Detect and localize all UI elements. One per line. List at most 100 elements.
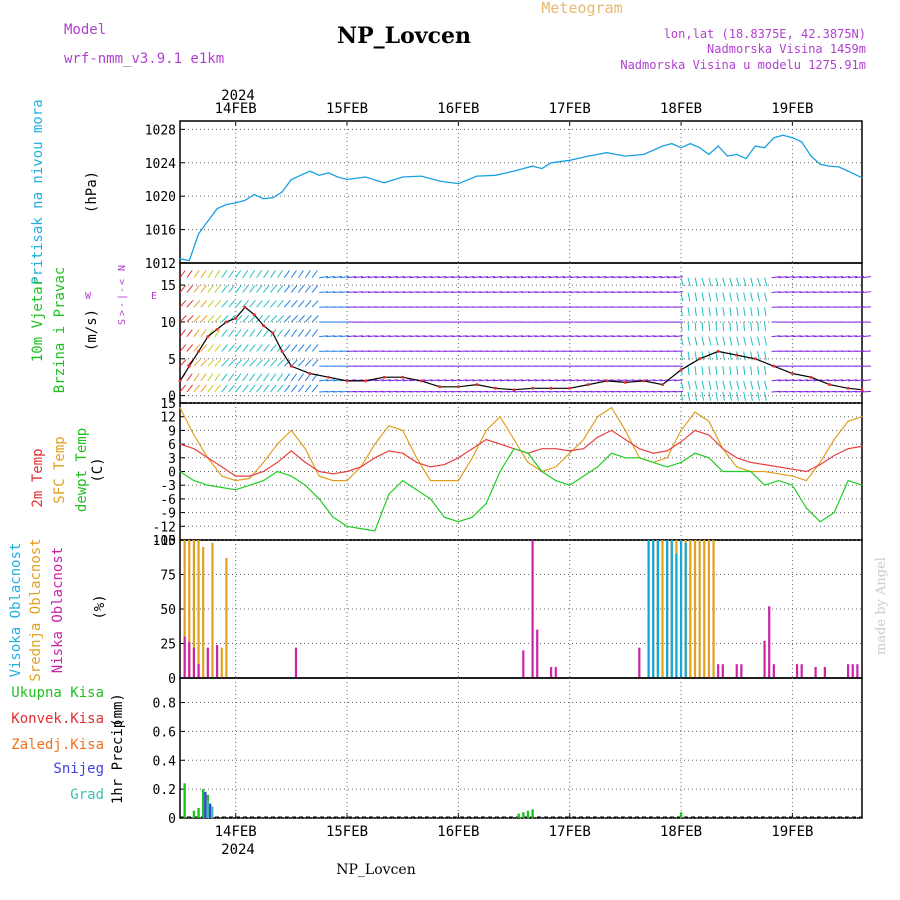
wind-barb — [541, 275, 551, 279]
temp-point — [624, 429, 626, 431]
precip-bar — [211, 806, 214, 818]
wind-barb — [200, 373, 207, 382]
wind-barb — [694, 307, 697, 317]
wind-speed-point — [772, 364, 776, 368]
day-label-bottom: 19FEB — [771, 824, 813, 840]
wind-barb — [214, 300, 222, 308]
pressure-point — [587, 155, 589, 157]
temp-point — [485, 502, 487, 505]
wind-barb — [771, 379, 781, 382]
cloud-bar — [693, 540, 697, 678]
wind-barb — [353, 275, 363, 279]
wind-barb — [841, 335, 851, 338]
temp-ytick-label: -15 — [153, 534, 176, 549]
pressure-unit: (hPa) — [84, 171, 100, 213]
wind-barb — [848, 291, 858, 293]
wind-barb — [750, 277, 754, 287]
cloud-ytick-label: 100 — [153, 534, 176, 549]
wind-barb — [346, 275, 357, 279]
temp-point — [583, 475, 585, 477]
wind-barb — [263, 384, 270, 393]
wind-speed-point — [753, 357, 757, 361]
wind-barb — [207, 344, 215, 352]
wind-barb — [242, 285, 249, 293]
day-label-top: 15FEB — [326, 101, 368, 117]
elevation-label: Nadmorska Visina 1459m — [707, 42, 866, 56]
wind-barb — [792, 291, 802, 293]
temp-point — [708, 434, 710, 436]
temp-point — [666, 466, 668, 468]
temp-point — [763, 470, 766, 473]
wind-barb — [186, 315, 194, 323]
wind-barb — [256, 359, 264, 367]
wind-barb — [186, 285, 193, 293]
wind-barb — [458, 379, 468, 382]
precip-legend-label: Ukupna Kisa — [11, 685, 104, 701]
temp-point — [193, 448, 195, 450]
wind-barb — [750, 366, 753, 376]
day-label-top: 16FEB — [437, 101, 479, 117]
temp-point — [290, 475, 292, 477]
wind-barb — [381, 335, 391, 338]
wind-barb — [743, 321, 746, 331]
cloud-ylabel-mid: Srednja Oblacnost — [28, 538, 44, 681]
day-label-top: 19FEB — [771, 101, 813, 117]
wind-barb — [444, 291, 454, 293]
wind-barb — [444, 335, 454, 338]
wind-barb — [548, 379, 558, 382]
wind-barb — [736, 380, 740, 390]
precip-ylabel: 1hr Precip — [110, 720, 126, 804]
wind-barb — [618, 275, 628, 279]
wind-barb — [743, 336, 747, 346]
cloud-bar — [192, 647, 196, 678]
cloud-bar — [666, 540, 669, 678]
wind-barb — [715, 351, 718, 361]
wind-speed-point — [382, 375, 386, 379]
wind-barb — [576, 379, 586, 382]
wind-barb — [813, 335, 823, 338]
wind-barb — [479, 335, 489, 338]
wind-barb — [430, 335, 440, 338]
wind-speed-point — [364, 379, 368, 383]
temp-point — [402, 452, 404, 454]
wind-speed-point — [642, 379, 646, 383]
wind-barb — [451, 379, 461, 382]
wind-barb — [242, 329, 249, 337]
wind-barb — [854, 379, 865, 382]
cloud-bar — [846, 664, 850, 678]
temp-point — [694, 452, 696, 454]
day-label-bottom: 16FEB — [437, 824, 479, 840]
wind-barb — [179, 300, 187, 308]
temp-point — [332, 480, 334, 482]
wind-barb — [193, 270, 200, 279]
temp-point — [235, 489, 237, 491]
wind-barb — [513, 335, 524, 338]
temp-point — [791, 468, 794, 470]
wind-barb — [256, 344, 263, 352]
wind-barb — [416, 335, 426, 338]
wind-barb — [597, 379, 607, 382]
wind-barb — [625, 335, 635, 338]
wind-barb — [360, 291, 370, 293]
wind-barb — [214, 329, 221, 337]
wind-barb — [353, 291, 363, 293]
cloud-bar — [763, 640, 766, 678]
cloud-bar — [638, 647, 641, 678]
wind-barb — [708, 321, 711, 331]
wind-barb — [235, 359, 243, 367]
temp-point — [262, 470, 265, 473]
temp-point — [332, 473, 334, 475]
pressure-point — [402, 176, 404, 178]
wind-barb — [333, 291, 343, 293]
wind-barb — [729, 292, 733, 302]
wind-barb — [827, 291, 837, 293]
wind-barb — [277, 384, 284, 393]
wind-barb — [214, 315, 222, 323]
wind-barb — [750, 307, 753, 317]
temp-point — [652, 452, 654, 454]
temp-point — [527, 452, 529, 454]
wind-barb — [806, 335, 816, 338]
wind-dir-east: E — [151, 291, 157, 302]
precip-bar — [208, 803, 212, 818]
wind-barb — [701, 321, 704, 331]
